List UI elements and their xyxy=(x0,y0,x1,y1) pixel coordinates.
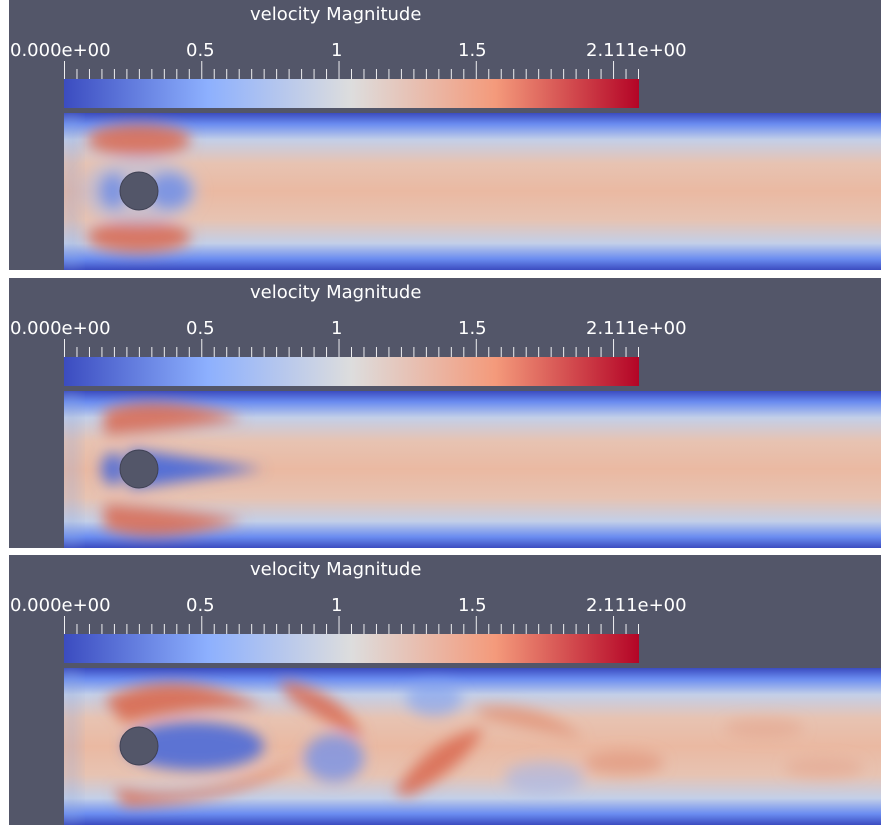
colorbar-ticks xyxy=(64,339,639,357)
wake-region xyxy=(124,722,264,770)
inlet-region xyxy=(64,391,78,548)
colorbar-gradient xyxy=(64,357,639,386)
colorbar-label-15: 1.5 xyxy=(458,595,487,616)
vortex xyxy=(279,680,364,738)
colorbar-label-15: 1.5 xyxy=(458,318,487,339)
vortex xyxy=(724,718,804,738)
inlet-region xyxy=(64,113,78,270)
colorbar-gradient xyxy=(64,79,639,108)
colorbar-label-max: 2.111e+00 xyxy=(586,595,687,616)
colorbar-label-max: 2.111e+00 xyxy=(586,40,687,61)
colorbar-label-1: 1 xyxy=(331,595,343,616)
colorbar-label-15: 1.5 xyxy=(458,40,487,61)
channel-flow xyxy=(64,113,881,270)
vortex xyxy=(394,728,484,796)
colorbar-label-1: 1 xyxy=(331,40,343,61)
colorbar-title: velocity Magnitude xyxy=(250,282,422,303)
velocity-field xyxy=(64,668,881,825)
velocity-field xyxy=(64,113,881,270)
vortex xyxy=(784,758,864,778)
colorbar-label-min: 0.000e+00 xyxy=(10,595,111,616)
wake-region xyxy=(406,680,462,716)
shear-layer xyxy=(104,402,244,435)
wake-region xyxy=(304,734,364,782)
colorbar xyxy=(64,357,639,386)
colorbar-label-max: 2.111e+00 xyxy=(586,318,687,339)
colorbar-gradient xyxy=(64,634,639,663)
vortex xyxy=(114,756,304,806)
colorbar-label-1: 1 xyxy=(331,318,343,339)
stagnation-region xyxy=(101,453,125,485)
shear-layer xyxy=(104,504,244,537)
vortex xyxy=(104,683,264,723)
colorbar-ticks xyxy=(64,61,639,79)
colorbar-label-min: 0.000e+00 xyxy=(10,318,111,339)
render-panel-3: velocity Magnitude 0.000e+00 0.5 1 1.5 2… xyxy=(9,555,881,825)
render-panel-1: velocity Magnitude 0.000e+00 0.5 1 1.5 2… xyxy=(9,0,881,270)
colorbar-title: velocity Magnitude xyxy=(250,4,422,25)
velocity-field xyxy=(64,391,881,548)
high-velocity-lobe xyxy=(87,221,191,253)
vortex xyxy=(474,706,584,738)
wake-region xyxy=(129,449,264,489)
colorbar-title: velocity Magnitude xyxy=(250,559,422,580)
colorbar xyxy=(64,634,639,663)
cylinder-obstacle xyxy=(119,449,159,489)
colorbar-label-05: 0.5 xyxy=(186,318,215,339)
render-panel-2: velocity Magnitude 0.000e+00 0.5 1 1.5 2… xyxy=(9,278,881,548)
wake-region xyxy=(504,762,584,794)
cylinder-obstacle xyxy=(119,726,159,766)
inlet-region xyxy=(64,668,78,825)
colorbar-label-05: 0.5 xyxy=(186,40,215,61)
colorbar-label-min: 0.000e+00 xyxy=(10,40,111,61)
colorbar-label-05: 0.5 xyxy=(186,595,215,616)
cylinder-obstacle xyxy=(119,171,159,211)
high-velocity-lobe xyxy=(87,124,191,156)
colorbar xyxy=(64,79,639,108)
colorbar-ticks xyxy=(64,616,639,634)
vortex xyxy=(584,751,664,775)
